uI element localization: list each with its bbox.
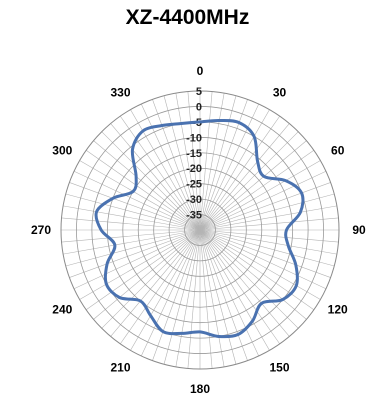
angular-gridline	[73, 229, 201, 290]
angular-gridline	[199, 150, 315, 231]
angular-gridline	[199, 229, 335, 267]
angular-gridline	[199, 115, 280, 231]
angle-tick-label: 210	[110, 361, 130, 375]
angular-gridline	[69, 182, 201, 231]
angular-gridline	[199, 182, 331, 231]
angle-tick-label: 180	[190, 382, 210, 396]
angular-gridline	[199, 193, 335, 231]
angular-gridline	[199, 91, 213, 231]
angular-gridline	[175, 229, 201, 367]
angular-gridline	[61, 229, 201, 243]
angular-gridline	[65, 193, 201, 231]
angular-gridline	[85, 229, 201, 310]
angular-gridline	[199, 229, 307, 320]
angular-gridline	[110, 123, 201, 231]
angular-gridline	[130, 229, 201, 351]
radial-gridline	[168, 198, 232, 262]
angular-gridline	[120, 229, 201, 345]
angular-gridline	[130, 109, 201, 231]
radial-gridline	[76, 106, 324, 354]
angular-gridline	[152, 229, 201, 361]
angular-gridline	[199, 229, 315, 310]
angular-gridline	[110, 229, 201, 337]
angular-gridline	[63, 205, 201, 231]
angular-gridline	[65, 229, 201, 267]
angular-gridline	[199, 229, 290, 337]
angular-gridline	[85, 150, 201, 231]
radial-gridline	[184, 214, 216, 246]
radial-tick-label: -20	[186, 163, 202, 175]
angular-gridline	[140, 229, 201, 357]
radial-tick-label: -15	[186, 148, 202, 160]
radial-tick-label: 0	[196, 101, 202, 113]
angular-gridline	[199, 103, 260, 231]
angle-tick-label: 30	[273, 85, 287, 99]
chart-title: XZ-4400MHz	[125, 6, 250, 29]
angular-gridline	[199, 160, 321, 231]
angular-gridline	[199, 229, 260, 357]
angular-gridline	[79, 160, 201, 231]
angular-gridline	[199, 229, 327, 290]
angle-tick-label: 270	[31, 223, 51, 237]
radial-gridline	[106, 136, 294, 324]
angular-gridline	[199, 229, 299, 329]
angular-gridline	[199, 229, 248, 361]
series-line	[94, 118, 305, 339]
angular-gridline	[152, 99, 201, 231]
angular-gridline	[69, 229, 201, 278]
angular-gridline	[199, 131, 299, 231]
angular-gridline	[120, 115, 201, 231]
angular-gridline	[175, 93, 201, 231]
angular-gridline	[101, 131, 201, 231]
angle-tick-label: 120	[328, 303, 348, 317]
angular-gridline	[199, 93, 225, 231]
angular-gridline	[63, 229, 201, 255]
radial-gridline	[122, 152, 278, 308]
angular-gridline	[199, 95, 237, 231]
angular-gridline	[163, 229, 201, 365]
angular-gridline	[61, 217, 201, 231]
radial-gridline	[60, 90, 340, 370]
angle-tick-label: 240	[52, 303, 72, 317]
angle-tick-label: 0	[197, 64, 204, 78]
angular-gridline	[199, 229, 237, 365]
angular-gridline	[73, 170, 201, 231]
angular-gridline	[199, 217, 339, 231]
angular-gridline	[93, 140, 201, 231]
angular-gridline	[199, 109, 270, 231]
angular-gridline	[199, 229, 225, 367]
radial-gridline	[153, 183, 247, 277]
angle-tick-label: 150	[269, 361, 289, 375]
angular-gridline	[199, 99, 248, 231]
angular-gridline	[163, 95, 201, 231]
angle-tick-label: 330	[110, 85, 130, 99]
radial-gridline	[137, 167, 263, 293]
radial-tick-label: -25	[186, 179, 202, 191]
angle-tick-label: 90	[352, 223, 366, 237]
angular-gridline	[199, 229, 213, 369]
angular-gridline	[199, 229, 337, 255]
angular-gridline	[199, 229, 331, 278]
angular-gridline	[187, 229, 201, 369]
angular-gridline	[199, 229, 339, 243]
radial-tick-label: -10	[186, 132, 202, 144]
angular-gridline	[101, 229, 201, 329]
angular-gridline	[93, 229, 201, 320]
angular-gridline	[199, 123, 290, 231]
angular-gridline	[199, 229, 270, 351]
angular-gridline	[199, 205, 337, 231]
angle-tick-label: 60	[331, 144, 345, 158]
radial-tick-label: 5	[196, 86, 202, 98]
angular-gridline	[199, 140, 307, 231]
radial-tick-label: -30	[186, 194, 202, 206]
angular-gridline	[187, 91, 201, 231]
angle-tick-label: 300	[52, 144, 72, 158]
angular-gridline	[79, 229, 201, 300]
radial-tick-label: -35	[186, 210, 202, 222]
angular-gridline	[199, 170, 327, 231]
angular-gridline	[199, 229, 321, 300]
angular-gridline	[140, 103, 201, 231]
angular-gridline	[199, 229, 280, 345]
